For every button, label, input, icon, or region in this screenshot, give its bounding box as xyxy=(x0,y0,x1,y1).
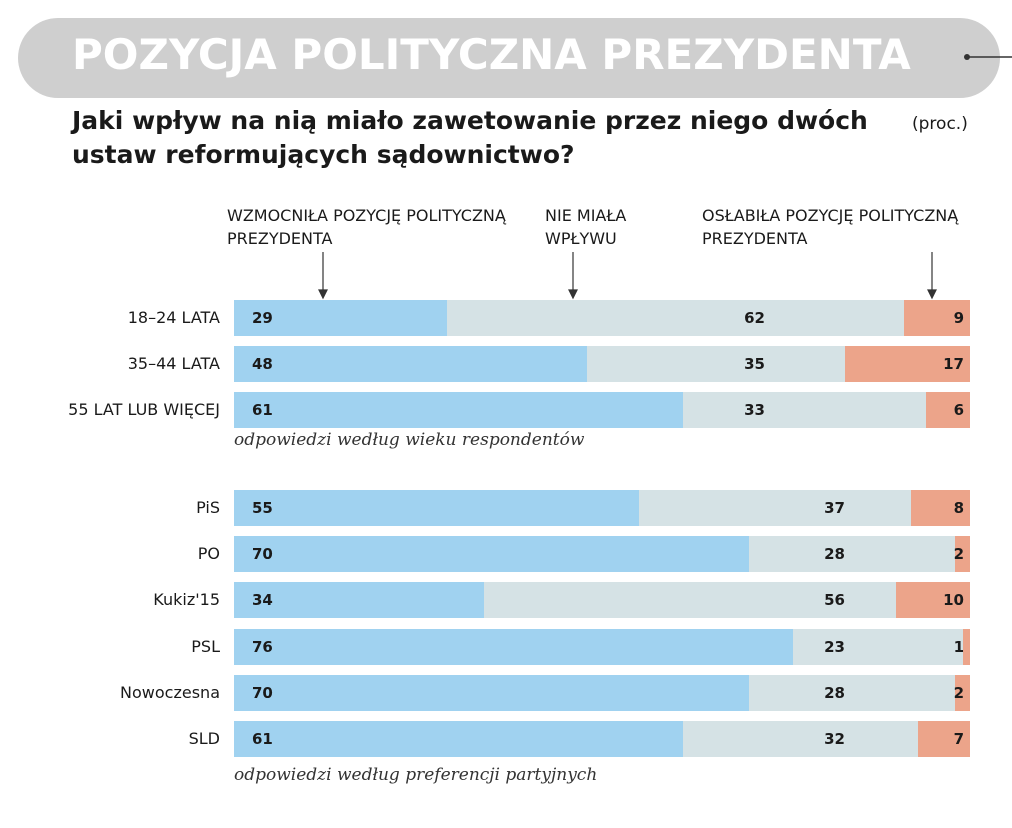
decor xyxy=(964,54,1012,60)
bar-segment xyxy=(918,721,970,757)
bar-segment xyxy=(447,300,904,336)
value-label: 61 xyxy=(252,730,273,748)
category-label: 35–44 LATA xyxy=(127,354,220,373)
value-label: 1 xyxy=(953,637,964,656)
value-label: 8 xyxy=(953,499,964,517)
bar-segment xyxy=(234,392,683,428)
bar-segment xyxy=(234,346,588,382)
category-label: 55 LAT LUB WIĘCEJ xyxy=(68,400,220,419)
bar-segment xyxy=(234,582,485,619)
caption: odpowiedzi według preferencji partyjnych xyxy=(234,765,598,785)
bar-segment xyxy=(484,582,897,619)
value-label: 9 xyxy=(953,309,964,327)
banner xyxy=(18,18,1000,98)
bar-segment xyxy=(955,674,970,711)
title: POZYCJA POLITYCZNA PREZYDENTA xyxy=(72,30,911,79)
bar-segment xyxy=(682,721,919,757)
bar-segment xyxy=(911,490,970,526)
category-label: Nowoczesna xyxy=(120,682,220,702)
bar-segment xyxy=(903,300,970,336)
value-label: 70 xyxy=(252,545,273,564)
value-label: 2 xyxy=(953,683,964,702)
value-label: 32 xyxy=(824,730,845,748)
caption: odpowiedzi według wieku respondentów xyxy=(234,430,585,450)
value-label: 17 xyxy=(943,355,964,373)
value-label: 28 xyxy=(824,683,845,702)
bar-segment xyxy=(234,628,794,665)
value-label: 76 xyxy=(252,637,273,656)
legend-item: WZMOCNIŁA POZYCJĘ POLITYCZNĄ PREZYDENTA xyxy=(227,206,506,248)
legend-item: OSŁABIŁA POZYCJĘ POLITYCZNĄ PREZYDENTA xyxy=(702,206,959,248)
category-label: 18–24 LATA xyxy=(127,308,220,327)
bar-segment xyxy=(587,346,845,382)
bar-segment xyxy=(638,490,912,526)
value-label: 55 xyxy=(252,499,273,517)
category-label: PSL xyxy=(191,636,220,656)
bar-segment xyxy=(749,536,956,573)
value-label: 23 xyxy=(824,637,845,656)
bar-segment xyxy=(749,674,956,711)
category-label: PO xyxy=(197,544,220,564)
category-label: Kukiz'15 xyxy=(153,590,220,610)
bar-segment xyxy=(234,300,448,336)
value-label: 70 xyxy=(252,683,273,702)
unit: (proc.) xyxy=(912,114,968,134)
bar-segment xyxy=(234,490,639,526)
bar-segment xyxy=(925,392,970,428)
legend-item: NIE MIAŁA WPŁYWU xyxy=(545,206,627,248)
value-label: 48 xyxy=(252,355,273,373)
bar-segment xyxy=(234,536,750,573)
value-label: 28 xyxy=(824,545,845,564)
bar-segment xyxy=(682,392,926,428)
value-label: 37 xyxy=(824,499,845,517)
bar-segment xyxy=(234,674,750,711)
value-label: 6 xyxy=(953,401,964,419)
value-label: 62 xyxy=(744,309,765,327)
category-label: SLD xyxy=(188,729,220,748)
value-label: 7 xyxy=(953,730,964,748)
value-label: 29 xyxy=(252,309,273,327)
bar-segment xyxy=(844,346,970,382)
subtitle: Jaki wpływ na nią miało zawetowanie prze… xyxy=(72,106,868,169)
value-label: 2 xyxy=(953,545,964,564)
bar-segment xyxy=(955,536,970,573)
bar-segment xyxy=(962,628,970,665)
value-label: 56 xyxy=(824,591,845,610)
category-label: PiS xyxy=(196,498,220,517)
value-label: 35 xyxy=(744,355,765,373)
value-label: 33 xyxy=(744,401,765,419)
arrows xyxy=(318,252,937,300)
bar-segment xyxy=(793,628,963,665)
value-label: 10 xyxy=(943,591,964,610)
bar-segment xyxy=(234,721,683,757)
value-label: 61 xyxy=(252,401,273,419)
value-label: 34 xyxy=(252,591,273,610)
bar-segment xyxy=(896,582,970,619)
